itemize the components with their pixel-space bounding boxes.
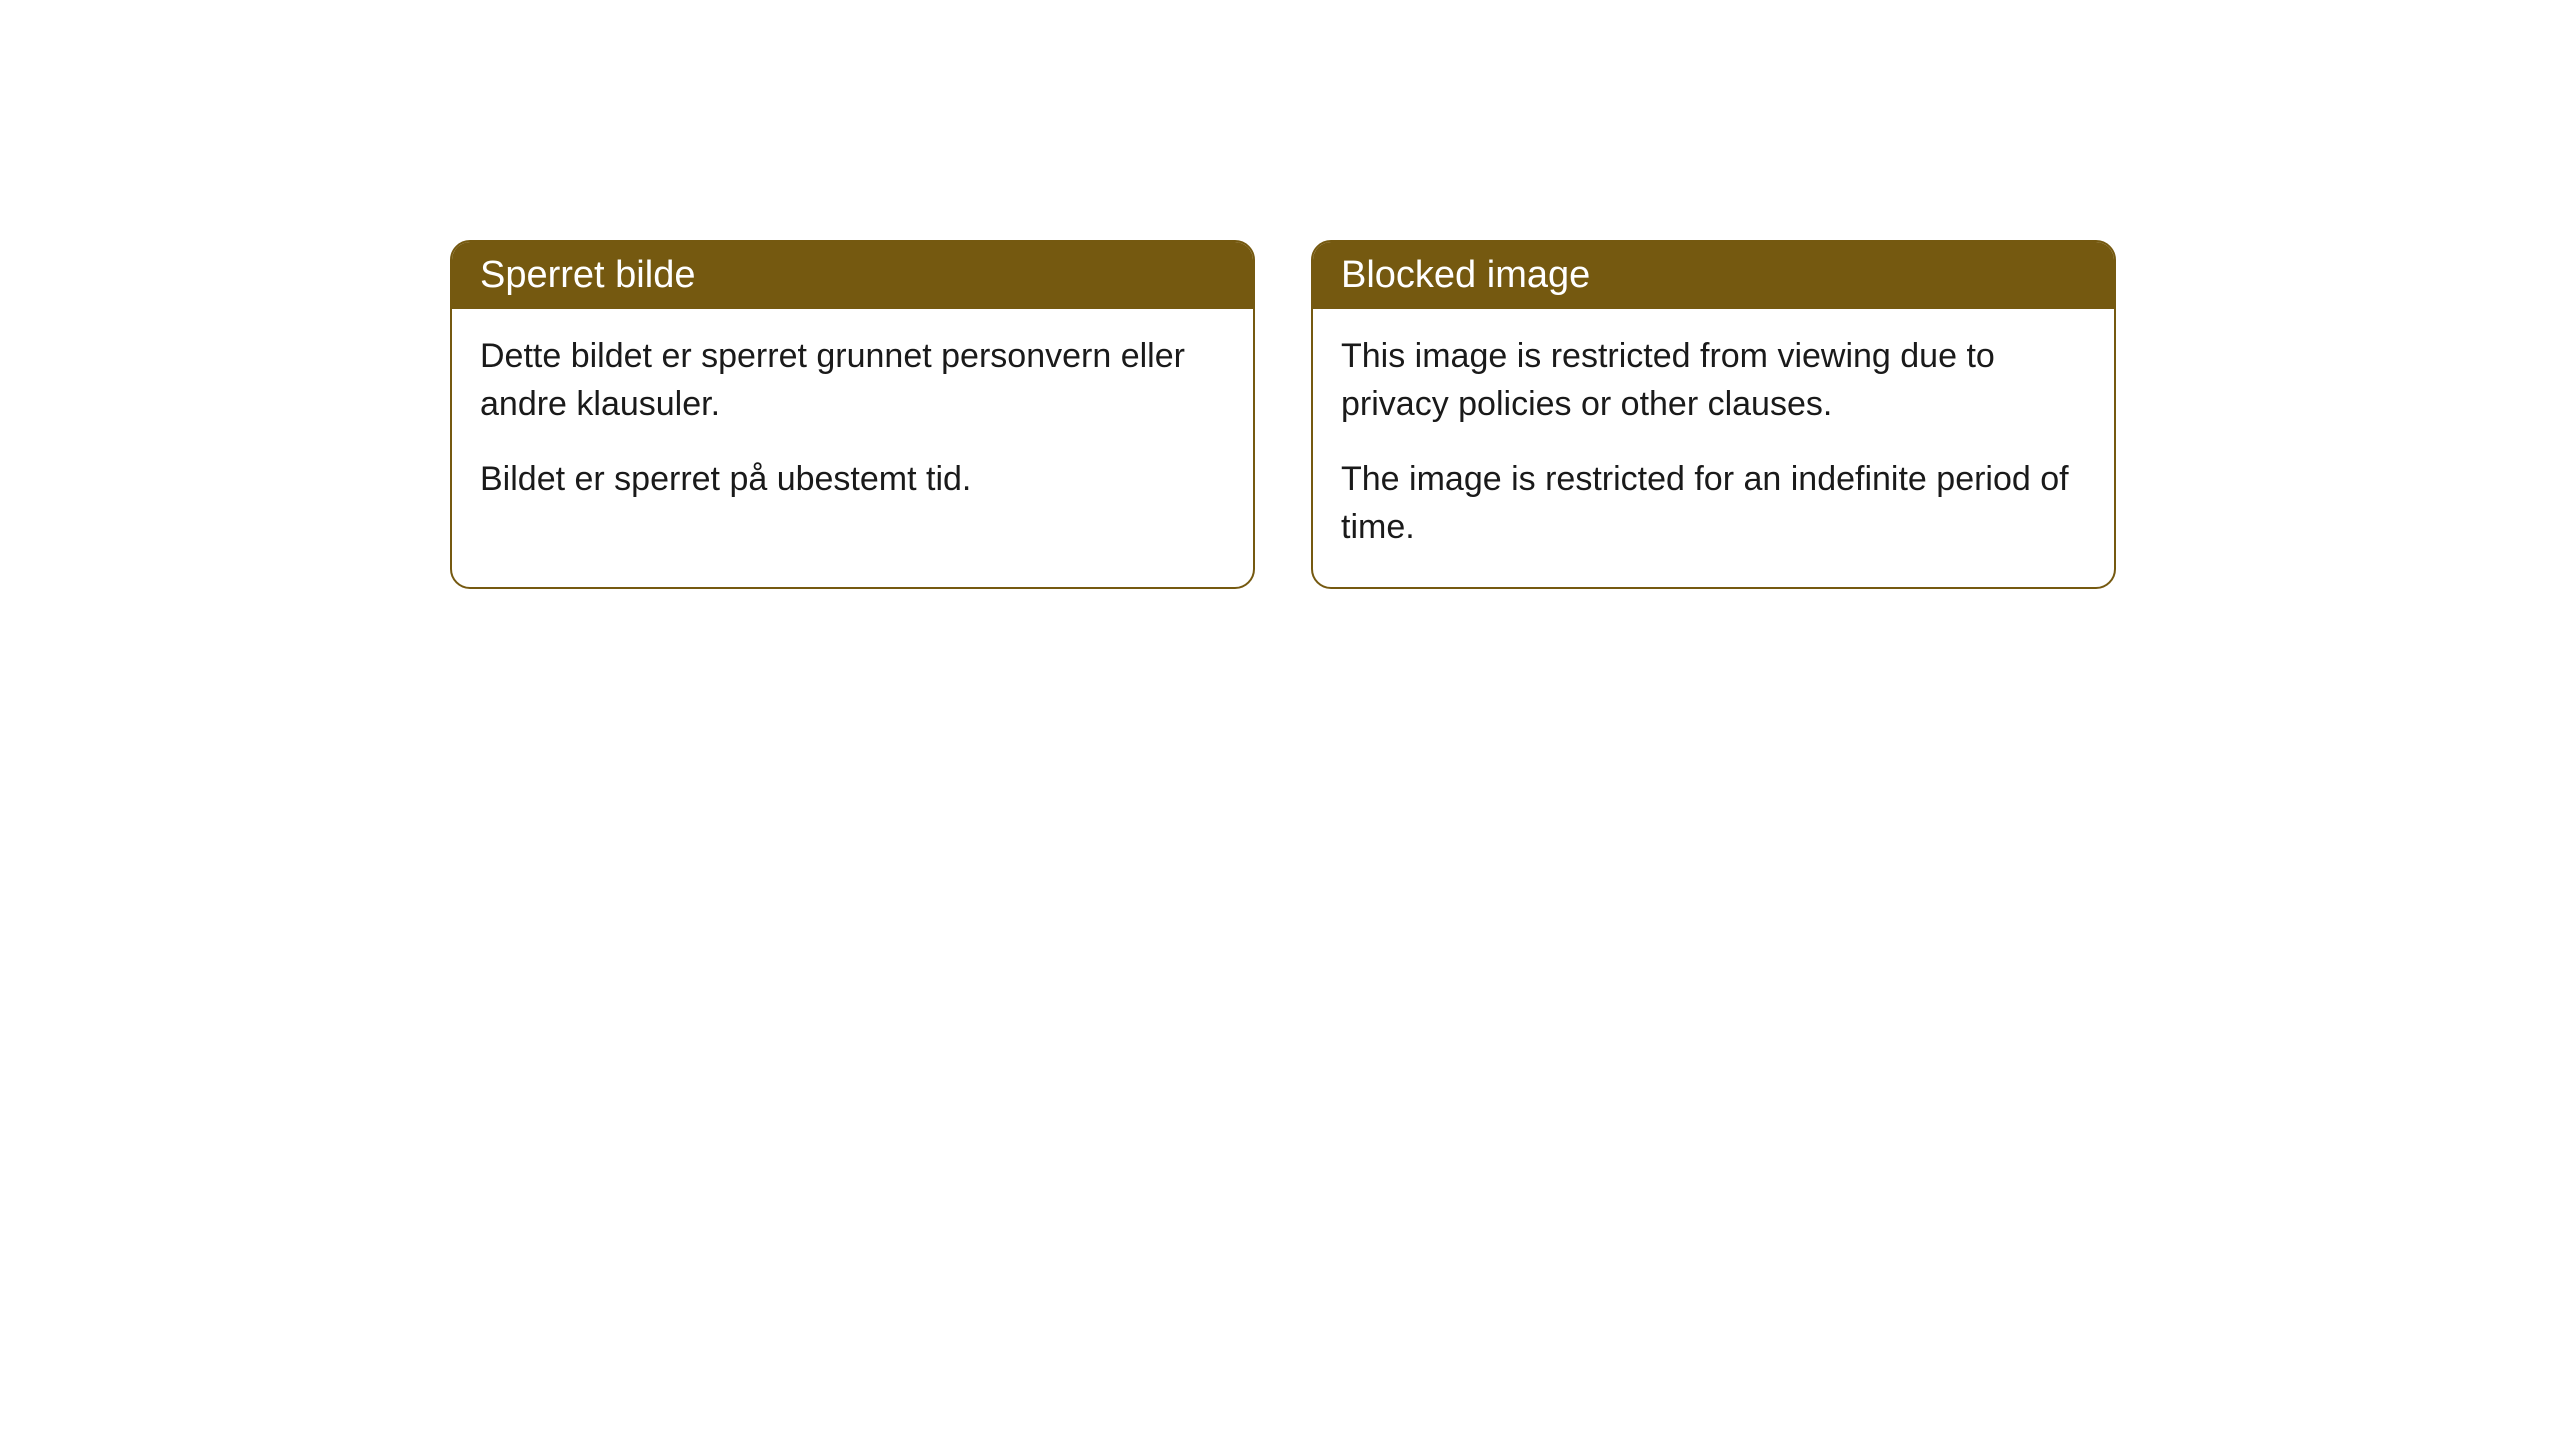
card-header: Sperret bilde bbox=[452, 242, 1253, 309]
card-body: Dette bildet er sperret grunnet personve… bbox=[452, 309, 1253, 540]
notice-card-norwegian: Sperret bilde Dette bildet er sperret gr… bbox=[450, 240, 1255, 589]
card-header: Blocked image bbox=[1313, 242, 2114, 309]
notice-paragraph: Dette bildet er sperret grunnet personve… bbox=[480, 333, 1225, 428]
notice-paragraph: This image is restricted from viewing du… bbox=[1341, 333, 2086, 428]
notice-paragraph: The image is restricted for an indefinit… bbox=[1341, 456, 2086, 551]
notice-cards-container: Sperret bilde Dette bildet er sperret gr… bbox=[450, 240, 2560, 589]
card-body: This image is restricted from viewing du… bbox=[1313, 309, 2114, 587]
notice-card-english: Blocked image This image is restricted f… bbox=[1311, 240, 2116, 589]
notice-paragraph: Bildet er sperret på ubestemt tid. bbox=[480, 456, 1225, 504]
